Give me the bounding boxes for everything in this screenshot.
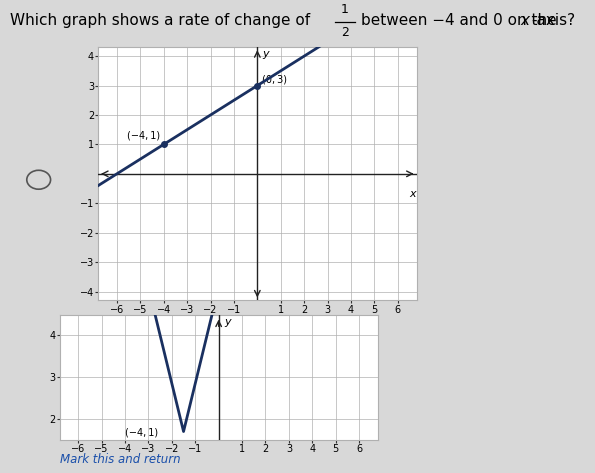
Text: -axis?: -axis? (531, 13, 575, 28)
Text: (−4, 1): (−4, 1) (127, 131, 160, 141)
Text: (−4, 1): (−4, 1) (125, 428, 158, 438)
Text: Mark this and return: Mark this and return (60, 453, 180, 466)
Text: y: y (224, 316, 230, 327)
Text: x: x (520, 13, 529, 28)
Text: x: x (410, 189, 416, 199)
Text: (0, 3): (0, 3) (262, 74, 287, 84)
Text: between −4 and 0 on the: between −4 and 0 on the (361, 13, 557, 28)
Text: Which graph shows a rate of change of: Which graph shows a rate of change of (10, 13, 310, 28)
Text: 1: 1 (341, 3, 349, 17)
Text: 2: 2 (341, 26, 349, 39)
Text: y: y (262, 49, 269, 59)
